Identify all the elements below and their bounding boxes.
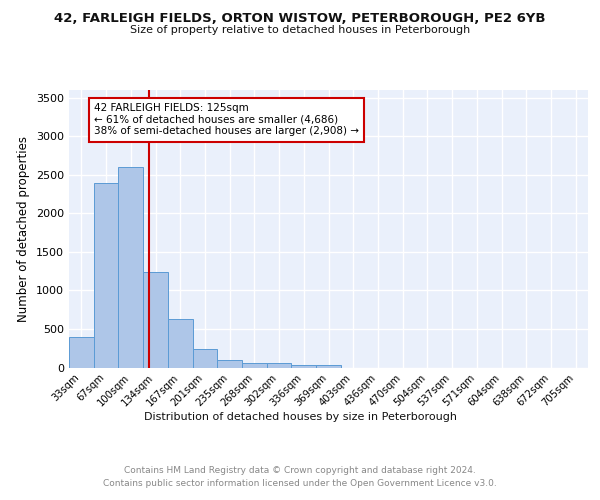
Text: 42 FARLEIGH FIELDS: 125sqm
← 61% of detached houses are smaller (4,686)
38% of s: 42 FARLEIGH FIELDS: 125sqm ← 61% of deta… (94, 103, 359, 136)
Text: Contains HM Land Registry data © Crown copyright and database right 2024.: Contains HM Land Registry data © Crown c… (124, 466, 476, 475)
Bar (242, 363, 267, 368)
Bar (217, 360, 242, 368)
Text: Contains public sector information licensed under the Open Government Licence v3: Contains public sector information licen… (103, 479, 497, 488)
Bar (193, 348, 217, 368)
Y-axis label: Number of detached properties: Number of detached properties (17, 136, 31, 322)
Bar (94, 184, 118, 368)
Bar (267, 364, 292, 368)
Text: 42, FARLEIGH FIELDS, ORTON WISTOW, PETERBOROUGH, PE2 6YB: 42, FARLEIGH FIELDS, ORTON WISTOW, PETER… (54, 12, 546, 26)
Bar (69, 338, 94, 368)
Bar (143, 272, 168, 368)
Bar (292, 365, 316, 368)
Text: Distribution of detached houses by size in Peterborough: Distribution of detached houses by size … (143, 412, 457, 422)
Text: Size of property relative to detached houses in Peterborough: Size of property relative to detached ho… (130, 25, 470, 35)
Bar (168, 319, 193, 368)
Bar (118, 167, 143, 368)
Bar (316, 365, 341, 368)
